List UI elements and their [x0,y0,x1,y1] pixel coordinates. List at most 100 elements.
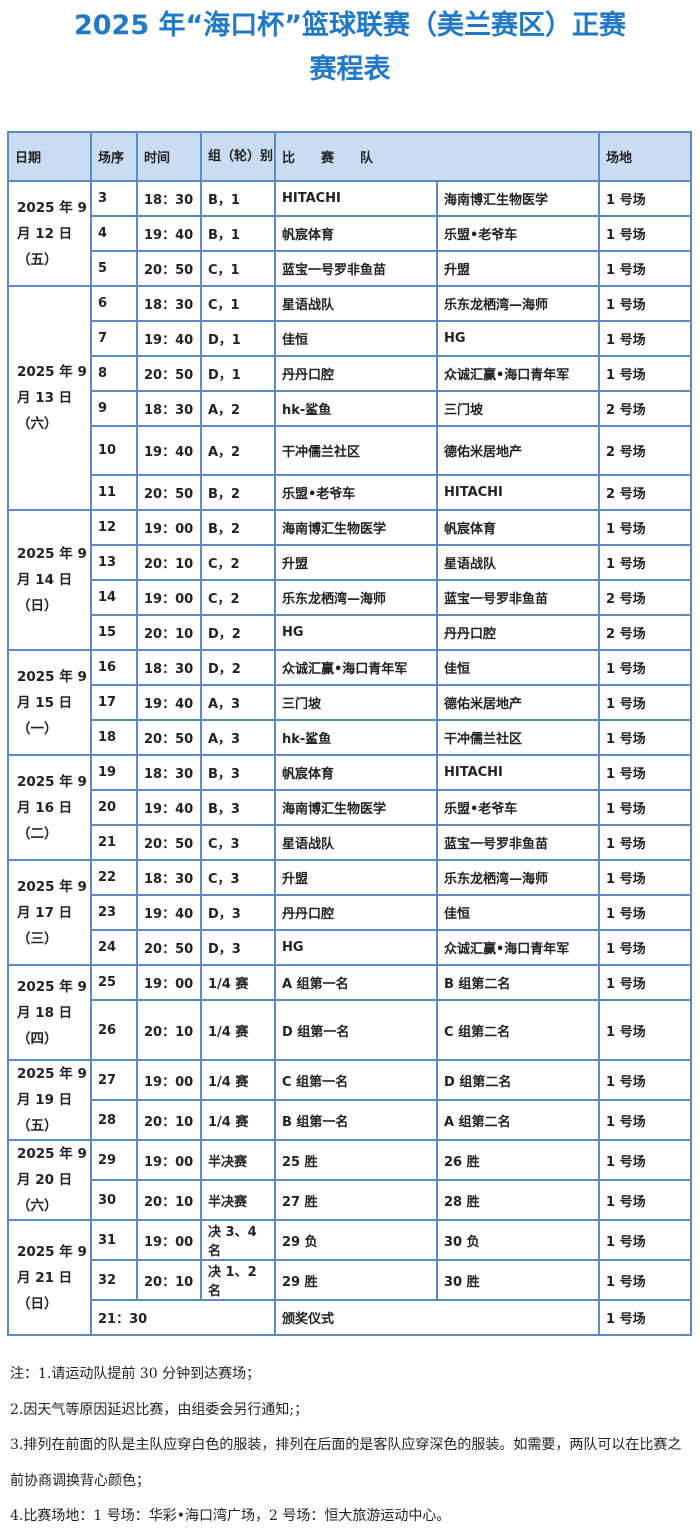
seq-cell: 18 [90,719,138,756]
date-line: 月 20 日 [17,1172,73,1188]
venue-cell: 1 号场 [598,1219,692,1261]
ceremony-event: 颁奖仪式 [274,1299,600,1336]
date-line: （五） [17,251,58,268]
seq-cell: 26 [90,999,138,1061]
date-line: （四） [17,1030,58,1047]
venue-cell: 1 号场 [598,544,692,581]
table-row: 4 19：40 B，1 帆宸体育 乐盟•老爷车 1 号场 [8,215,692,252]
note-item: 4.比赛场地：1 号场：华彩•海口湾广场，2 号场：恒大旅游运动中心。 [10,1508,451,1524]
date-line: （一） [17,720,58,737]
time-cell: 20：10 [136,1179,202,1221]
away-team-cell: 乐盟•老爷车 [436,789,600,826]
ceremony-row: 21：30 颁奖仪式 1 号场 [8,1299,692,1336]
group-cell: D，1 [200,320,276,357]
time-cell: 19：00 [136,1059,202,1101]
venue-cell: 1 号场 [598,789,692,826]
seq-cell: 12 [90,509,138,546]
venue-cell: 1 号场 [598,999,692,1061]
away-team-cell: 佳恒 [436,894,600,931]
date-cell: 2025 年 9 月 18 日 （四） [7,964,92,1061]
date-line: 月 17 日 [17,904,73,921]
date-cell: 2025 年 9 月 15 日 （一） [7,649,92,756]
date-line: （六） [17,1198,58,1214]
seq-cell: 22 [90,859,138,896]
venue-cell: 1 号场 [598,649,692,686]
home-team-cell: hk-鲨鱼 [274,390,438,427]
note-item: 注：1.请运动队提前 30 分钟到达赛场； [10,1366,261,1382]
date-cell: 2025 年 9 月 14 日 （日） [7,509,92,651]
venue-cell: 1 号场 [598,285,692,322]
venue-cell: 1 号场 [598,719,692,756]
venue-cell: 1 号场 [598,1059,692,1101]
time-cell: 20：50 [136,355,202,392]
seq-cell: 15 [90,614,138,651]
seq-cell: 5 [90,250,138,287]
venue-cell: 1 号场 [598,180,692,217]
time-cell: 19：40 [136,425,202,476]
date-line: 月 18 日 [17,1004,73,1021]
ceremony-venue: 1 号场 [598,1299,692,1336]
seq-cell: 31 [90,1219,138,1261]
home-team-cell: 海南博汇生物医学 [274,789,438,826]
date-line: 2025 年 9 [17,546,87,562]
time-cell: 20：50 [136,250,202,287]
table-header-row: 日期 场序 时间 组（轮）别 比 赛 队 场地 [7,131,692,182]
date-line: （日） [17,1295,58,1312]
date-line: （二） [17,825,58,842]
date-line: 2025 年 9 [17,668,87,685]
header-date: 日期 [7,131,92,182]
group-cell: D，2 [200,614,276,651]
home-team-cell: 海南博汇生物医学 [274,509,438,546]
venue-cell: 1 号场 [598,929,692,966]
time-cell: 19：40 [136,789,202,826]
time-cell: 20：50 [136,474,202,511]
venue-cell: 1 号场 [598,684,692,721]
home-team-cell: 乐东龙栖湾—海师 [274,579,438,616]
home-team-cell: 29 负 [274,1219,438,1261]
seq-cell: 32 [90,1259,138,1301]
date-cell: 2025 年 9 月 17 日 （三） [7,859,92,966]
schedule-table: 日期 场序 时间 组（轮）别 比 赛 队 场地 2025 年 9 月 12 日 （五… [7,131,692,1336]
away-team-cell: 德佑米居地产 [436,684,600,721]
away-team-cell: 三门坡 [436,390,600,427]
home-team-cell: 丹丹口腔 [274,894,438,931]
time-cell: 19：00 [136,964,202,1001]
group-cell: 半决赛 [200,1179,276,1221]
venue-cell: 1 号场 [598,894,692,931]
time-cell: 20：50 [136,824,202,861]
away-team-cell: 佳恒 [436,649,600,686]
venue-cell: 1 号场 [598,754,692,791]
time-cell: 19：40 [136,215,202,252]
table-row: 15 20：10 D，2 HG 丹丹口腔 2 号场 [8,614,692,651]
table-row: 21 20：50 C，3 星语战队 蓝宝一号罗非鱼苗 1 号场 [8,824,692,861]
away-team-cell: 乐东龙栖湾—海师 [436,859,600,896]
ceremony-time: 21：30 [90,1299,276,1336]
group-cell: A，3 [200,719,276,756]
home-team-cell: 星语战队 [274,285,438,322]
date-line: 2025 年 9 [17,878,87,895]
home-team-cell: C 组第一名 [274,1059,438,1101]
time-cell: 19：00 [136,509,202,546]
table-row: 14 19：00 C，2 乐东龙栖湾—海师 蓝宝一号罗非鱼苗 2 号场 [8,579,692,616]
home-team-cell: 27 胜 [274,1179,438,1221]
seq-cell: 16 [90,649,138,686]
venue-cell: 2 号场 [598,390,692,427]
table-row: 7 19：40 D，1 佳恒 HG 1 号场 [8,320,692,357]
date-line: 2025 年 9 [17,773,87,790]
table-row: 2025 年 9 月 12 日 （五） 3 18：30 B，1 HITACHI 海南博汇生物医… [7,180,692,287]
table-row: 9 18：30 A，2 hk-鲨鱼 三门坡 2 号场 [8,390,692,427]
table-row: 11 20：50 B，2 乐盟•老爷车 HITACHI 2 号场 [8,474,692,511]
away-team-cell: 德佑米居地产 [436,425,600,476]
venue-cell: 1 号场 [598,859,692,896]
date-cell: 2025 年 9 月 12 日 （五） [7,180,92,287]
time-cell: 19：00 [136,1139,202,1181]
group-cell: B，2 [200,474,276,511]
home-team-cell: 众诚汇赢•海口青年军 [274,649,438,686]
table-row: 17 19：40 A，3 三门坡 德佑米居地产 1 号场 [8,684,692,721]
date-cell: 2025 年 9 月 13 日 （六） [7,285,92,511]
away-team-cell: 帆宸体育 [436,509,600,546]
